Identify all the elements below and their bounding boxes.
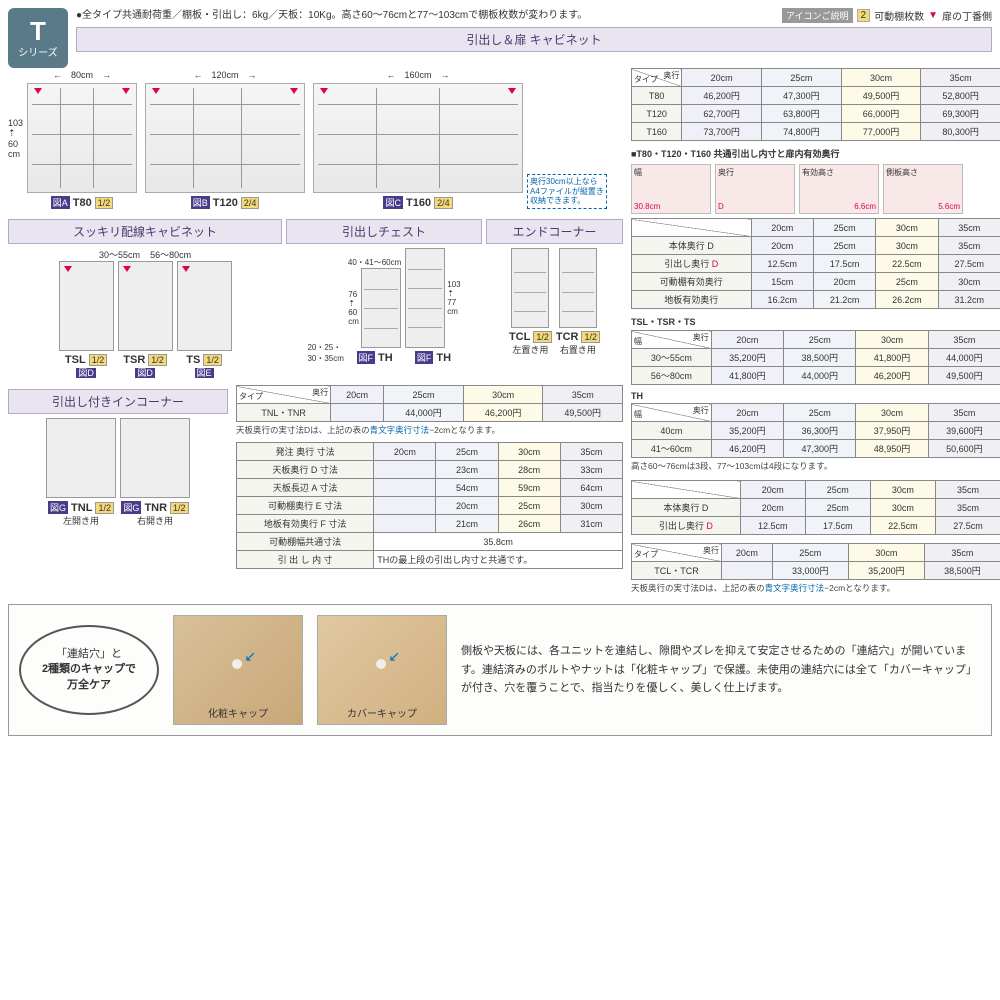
bottom-description: 側板や天板には、各ユニットを連結し、隙間やズレを抑えて安定させるための「連結穴」… — [461, 642, 981, 698]
incorner-right — [120, 418, 190, 498]
top-note: ●全タイプ共通耐荷重／棚板・引出し：6kg／天板：10Kg。高さ60〜76cmと… — [76, 9, 776, 23]
wire-figs: TSL1/2 図D TSR1/2 図D TS1/2 図E — [8, 261, 282, 379]
section-drawer-door: 引出し＆扉 キャビネット — [76, 27, 992, 52]
bottom-info-band: 「連結穴」と 2種類のキャップで 万全ケア ↙化粧キャップ ↙カバーキャップ 側… — [8, 604, 992, 736]
tcl-price-table: 奥行タイプ20cm25cm30cm35cmTCL・TCR33,000円35,20… — [631, 543, 1000, 580]
series-letter: T — [30, 18, 46, 44]
chest-fig-small — [361, 268, 401, 348]
cabinet-figures: 103 ⇡ 60 cm ← 80cm → 図A T80 1/2← 120cm →… — [8, 68, 623, 209]
icon-legend: アイコンご説明 2 可動棚枚数 ▼ 扉の丁番側 — [782, 8, 992, 23]
oval-callout: 「連結穴」と 2種類のキャップで 万全ケア — [19, 625, 159, 715]
depth-figures: 幅30.8cm 奥行D 有効高さ6.6cm 側板高さ5.6cm — [631, 164, 1000, 214]
tsl-price-table: 奥行幅20cm25cm30cm35cm30〜55cm35,200円38,500円… — [631, 330, 1000, 385]
chest-fig-large — [405, 248, 445, 348]
cap-image-1: ↙化粧キャップ — [173, 615, 303, 725]
th-price-table: 奥行幅20cm25cm30cm35cm40cm35,200円36,300円37,… — [631, 403, 1000, 458]
order-dim-table: 発注 奥行 寸法20cm25cm30cm35cm天板奥行 D 寸法23cm28c… — [236, 442, 623, 569]
series-badge: T シリーズ — [8, 8, 68, 68]
main-price-table: 奥行タイプ20cm25cm30cm35cmT8046,200円47,300円49… — [631, 68, 1000, 141]
series-word: シリーズ — [18, 44, 58, 59]
body-depth-table: 20cm25cm30cm35cm本体奥行 D20cm25cm30cm35cm引出… — [631, 480, 1000, 535]
depth-table: 20cm25cm30cm35cm本体奥行 D20cm25cm30cm35cm引出… — [631, 218, 1000, 309]
end-corner-right — [559, 248, 597, 328]
a4-note: 奥行30cm以上ならA4ファイルが縦置き収納できます。 — [527, 174, 607, 209]
tnl-price-table: 奥行タイプ20cm25cm30cm35cmTNL・TNR44,000円46,20… — [236, 385, 623, 422]
cabinets-container: ← 80cm → 図A T80 1/2← 120cm → 図B T120 2/4… — [27, 68, 523, 209]
incorner-left — [46, 418, 116, 498]
end-corner-left — [511, 248, 549, 328]
cap-image-2: ↙カバーキャップ — [317, 615, 447, 725]
